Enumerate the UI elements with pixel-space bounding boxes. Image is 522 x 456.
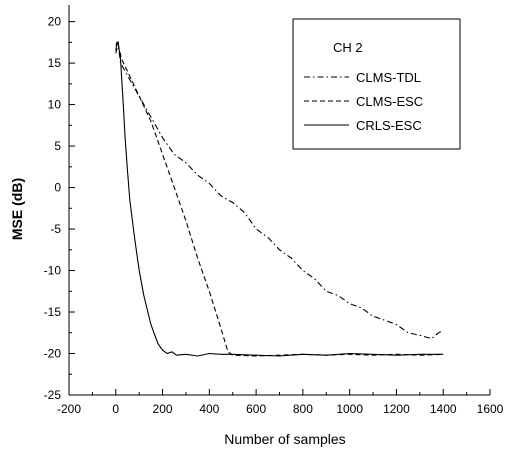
series-clms-esc	[115, 42, 444, 357]
legend-label-clms-esc: CLMS-ESC	[356, 94, 423, 109]
y-tick-label: -25	[44, 388, 62, 402]
y-tick-label: -10	[44, 264, 62, 278]
x-tick-label: -200	[57, 402, 81, 416]
legend-title: CH 2	[333, 40, 363, 55]
y-tick-label: -15	[44, 305, 62, 319]
series-clms-tdl	[115, 41, 444, 340]
y-tick-label: 15	[48, 56, 62, 70]
x-axis-label: Number of samples	[224, 431, 345, 447]
legend-box	[292, 18, 461, 150]
x-tick-label: 1200	[383, 402, 410, 416]
legend: CH 2 CLMS-TDL CLMS-ESC CRLS-ESC	[292, 18, 461, 150]
y-axis: -25 -20 -15 -10 -5 0 5 10 15 20	[44, 15, 75, 402]
y-tick-label: 5	[54, 139, 61, 153]
y-tick-label: 20	[48, 15, 62, 29]
legend-label-crls-esc: CRLS-ESC	[356, 118, 422, 133]
x-axis: -200 0 200 400 600 800 1000 1200 1400 1600	[57, 389, 504, 416]
x-tick-label: 1400	[430, 402, 457, 416]
x-tick-label: 800	[293, 402, 313, 416]
y-tick-label: 10	[48, 98, 62, 112]
x-tick-label: 400	[199, 402, 219, 416]
y-tick-label: 0	[54, 181, 61, 195]
y-tick-label: -5	[50, 222, 61, 236]
series-crls-esc	[115, 41, 444, 357]
x-tick-label: 200	[153, 402, 173, 416]
legend-label-clms-tdl: CLMS-TDL	[356, 70, 421, 85]
x-tick-label: 0	[112, 402, 119, 416]
x-tick-label: 1600	[477, 402, 504, 416]
x-tick-label: 1000	[336, 402, 363, 416]
x-tick-label: 600	[246, 402, 266, 416]
y-axis-label: MSE (dB)	[9, 178, 25, 240]
y-tick-label: -20	[44, 347, 62, 361]
series-layer	[115, 41, 444, 357]
